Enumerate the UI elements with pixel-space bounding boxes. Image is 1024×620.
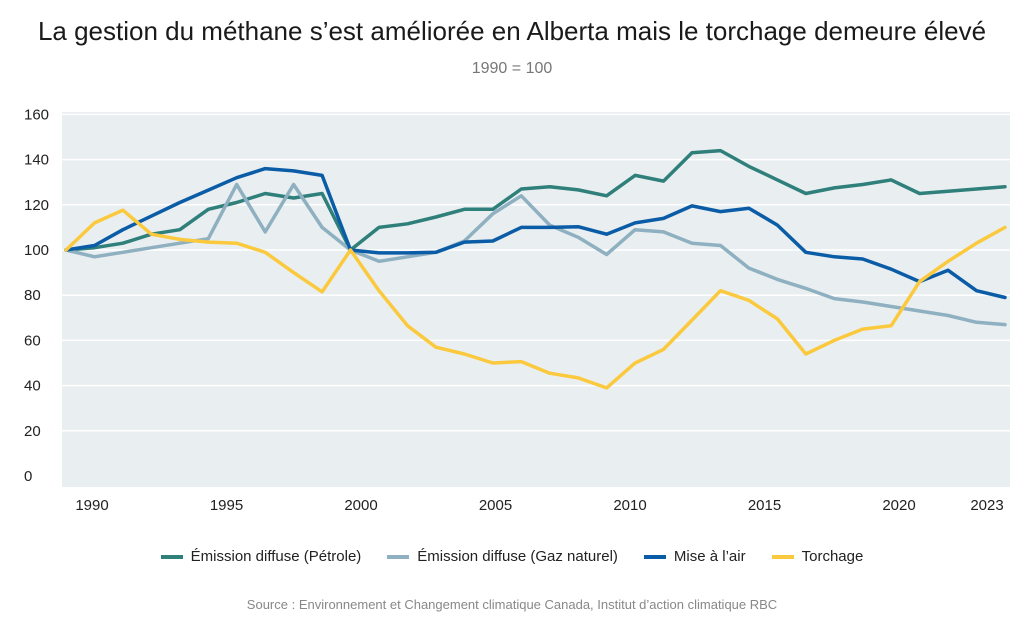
legend-item-torchage: Torchage bbox=[771, 548, 864, 565]
x-tick-label: 2023 bbox=[970, 497, 1003, 514]
y-tick-label: 120 bbox=[24, 197, 49, 214]
y-tick-label: 100 bbox=[24, 242, 49, 259]
x-tick-label: 2020 bbox=[882, 497, 915, 514]
legend-swatch bbox=[387, 554, 410, 559]
y-tick-label: 80 bbox=[24, 287, 41, 304]
legend-item-gaz: Émission diffuse (Gaz naturel) bbox=[387, 548, 618, 565]
legend-item-mise-a-l-air: Mise à l’air bbox=[643, 548, 746, 565]
legend-swatch bbox=[643, 554, 666, 559]
y-tick-label: 160 bbox=[24, 106, 49, 123]
y-tick-label: 20 bbox=[24, 423, 41, 440]
series-line-1 bbox=[64, 182, 1007, 327]
chart-subtitle: 1990 = 100 bbox=[471, 60, 553, 77]
source-note: Source : Environnement et Changement cli… bbox=[246, 597, 778, 612]
series-line-3 bbox=[64, 208, 1007, 390]
y-tick-label: 60 bbox=[24, 332, 41, 349]
x-tick-label: 1995 bbox=[210, 497, 243, 514]
x-tick-label: 2015 bbox=[748, 497, 781, 514]
x-tick-label: 2000 bbox=[344, 497, 377, 514]
legend-swatch bbox=[160, 554, 183, 559]
legend-label: Torchage bbox=[801, 548, 864, 565]
x-tick-label: 2005 bbox=[479, 497, 512, 514]
legend-item-petrole: Émission diffuse (Pétrole) bbox=[160, 548, 362, 565]
x-tick-label: 2010 bbox=[613, 497, 646, 514]
legend: Émission diffuse (Pétrole) Émission diff… bbox=[0, 548, 1024, 565]
x-tick-label: 1990 bbox=[75, 497, 108, 514]
y-tick-label: 0 bbox=[24, 468, 32, 485]
y-tick-label: 140 bbox=[24, 152, 49, 169]
legend-label: Émission diffuse (Pétrole) bbox=[190, 548, 362, 565]
legend-label: Mise à l’air bbox=[673, 548, 746, 565]
series-line-2 bbox=[64, 166, 1007, 300]
legend-label: Émission diffuse (Gaz naturel) bbox=[417, 548, 618, 565]
chart-title: La gestion du méthane s’est améliorée en… bbox=[37, 16, 987, 46]
series-line-0 bbox=[64, 148, 1007, 252]
y-tick-label: 40 bbox=[24, 378, 41, 395]
legend-swatch bbox=[771, 554, 794, 559]
